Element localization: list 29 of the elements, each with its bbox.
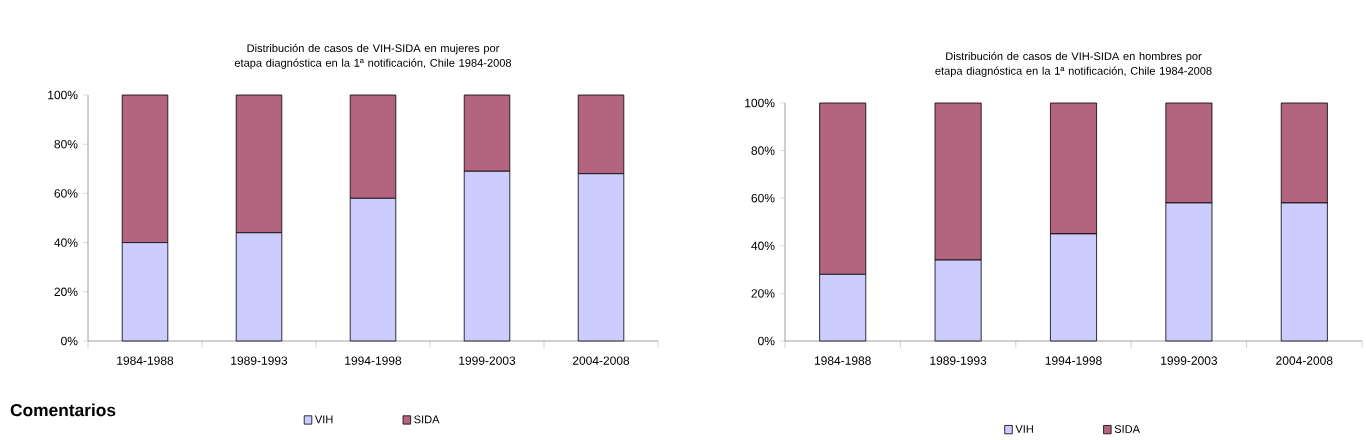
x-tick-label: 1999-2003 bbox=[459, 356, 516, 365]
y-tick-label: 80% bbox=[751, 146, 775, 155]
x-tick-label: 1994-1998 bbox=[1045, 356, 1102, 365]
y-tick-label: 60% bbox=[54, 189, 78, 198]
x-tick-label: 1984-1988 bbox=[814, 356, 871, 365]
x-tick-label: 1999-2003 bbox=[1161, 356, 1218, 365]
x-tick-label: 1989-1993 bbox=[231, 356, 288, 365]
y-tick-label: 40% bbox=[751, 241, 775, 250]
legend-label: VIH bbox=[314, 415, 333, 424]
y-tick-label: 100% bbox=[745, 98, 775, 108]
y-tick-label: 0% bbox=[61, 336, 78, 346]
y-tick-label: 20% bbox=[54, 287, 78, 296]
y-tick-label: 80% bbox=[54, 139, 78, 149]
chart-title: Distribución de casos de VIH-SIDA en hombres por etapa diagnóstica en la 1ª notificación, Chile 1984-2008 bbox=[935, 51, 1212, 77]
x-tick-label: 1984-1988 bbox=[117, 356, 174, 365]
legend-label: SIDA bbox=[414, 415, 440, 424]
chart-title: Distribución de casos de VIH-SIDA en mujeres por etapa diagnóstica en la 1ª notificación, Chile 1984-2008 bbox=[234, 43, 512, 69]
y-tick-label: 40% bbox=[54, 238, 78, 247]
legend-label: SIDA bbox=[1114, 425, 1141, 433]
y-tick-label: 0% bbox=[758, 336, 775, 346]
x-tick-label: 2004-2008 bbox=[1276, 356, 1333, 365]
y-tick-label: 20% bbox=[751, 289, 775, 298]
legend-label: VIH bbox=[1015, 425, 1033, 433]
x-tick-label: 2004-2008 bbox=[572, 356, 630, 365]
x-tick-label: 1994-1998 bbox=[345, 356, 402, 365]
text: Comentarios bbox=[10, 403, 116, 417]
y-tick-label: 60% bbox=[751, 193, 775, 203]
x-tick-label: 1989-1993 bbox=[930, 356, 987, 365]
y-tick-label: 100% bbox=[48, 90, 78, 100]
